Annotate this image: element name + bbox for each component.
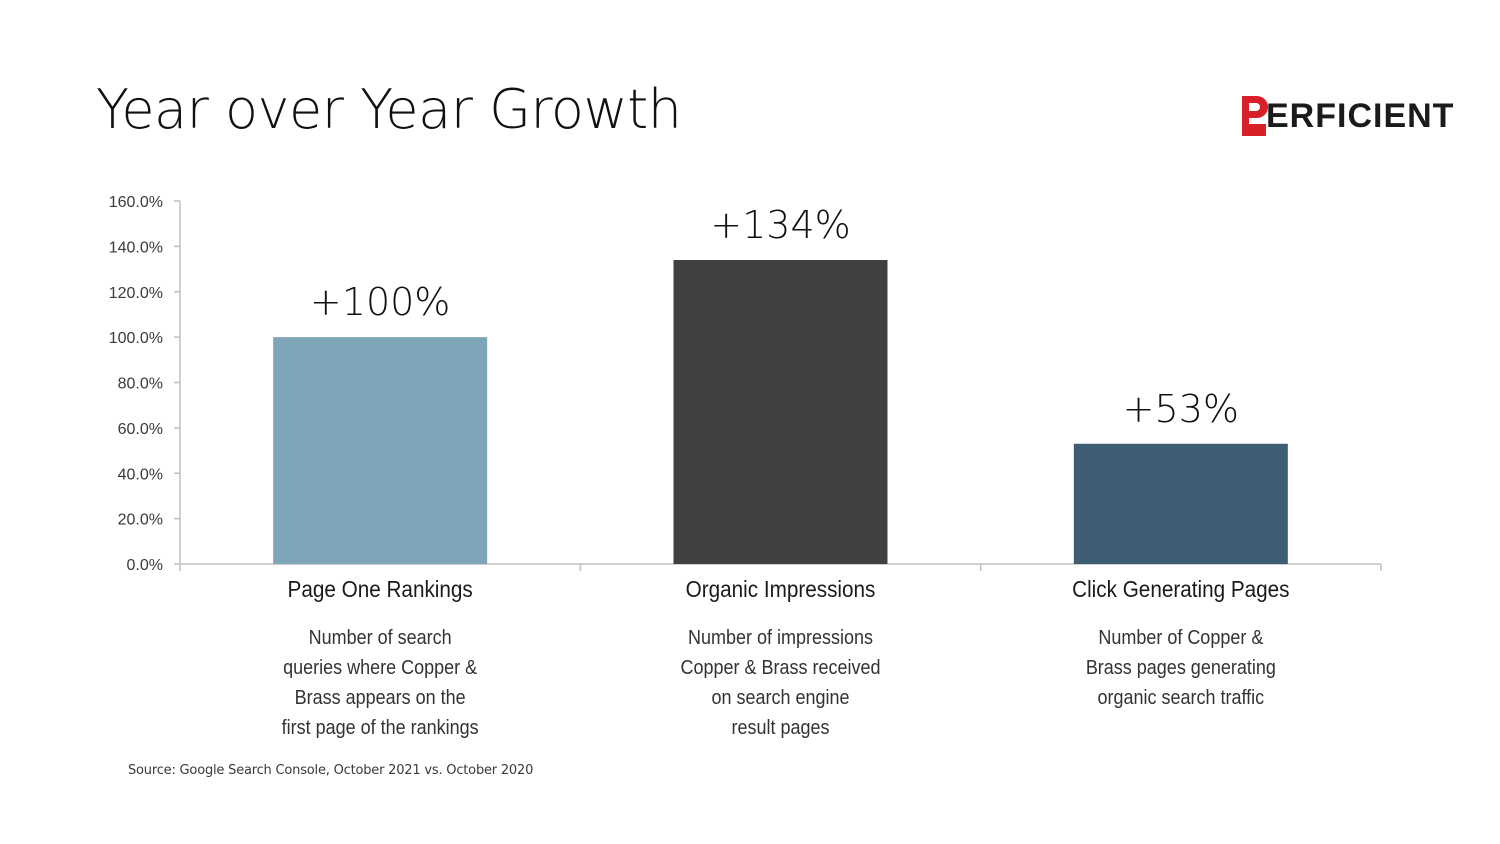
bar <box>673 259 888 564</box>
y-tick-label: 80.0% <box>118 376 163 393</box>
category-description-line: Number of impressions <box>688 627 873 649</box>
x-tick-label: Page One Rankings <box>288 576 473 602</box>
category-description-line: first page of the rankings <box>282 717 479 739</box>
category-description-line: result pages <box>731 717 829 739</box>
category-description-line: Number of Copper & <box>1098 627 1263 649</box>
x-tick-label: Click Generating Pages <box>1072 576 1289 602</box>
y-tick-label: 120.0% <box>109 285 163 302</box>
category-description-line: Brass appears on the <box>295 687 466 709</box>
category-description-line: on search engine <box>711 687 849 709</box>
bar <box>1073 443 1288 564</box>
y-tick-label: 100.0% <box>109 330 163 347</box>
x-tick-label: Organic Impressions <box>686 576 876 602</box>
category-description-line: queries where Copper & <box>283 657 477 679</box>
category-description-line: organic search traffic <box>1098 687 1265 709</box>
perficient-logo: ERFICIENT <box>1240 94 1454 138</box>
data-label: +100% <box>310 280 450 324</box>
y-tick-label: 20.0% <box>118 512 163 529</box>
logo-wordmark: ERFICIENT <box>1266 96 1455 135</box>
data-label: +53% <box>1123 387 1239 431</box>
data-label: +134% <box>710 203 850 247</box>
y-tick-label: 40.0% <box>118 466 163 483</box>
y-tick-label: 140.0% <box>109 239 163 256</box>
perficient-p-mark-icon <box>1242 96 1268 136</box>
category-description-line: Number of search <box>309 627 452 649</box>
y-tick-label: 160.0% <box>109 194 163 211</box>
category-description-line: Brass pages generating <box>1086 657 1276 679</box>
category-description-line: Copper & Brass received <box>681 657 881 679</box>
page-title: Year over Year Growth <box>96 78 682 141</box>
bar <box>273 337 488 564</box>
y-tick-label: 60.0% <box>118 421 163 438</box>
source-note: Source: Google Search Console, October 2… <box>128 763 534 778</box>
y-tick-label: 0.0% <box>127 557 163 574</box>
